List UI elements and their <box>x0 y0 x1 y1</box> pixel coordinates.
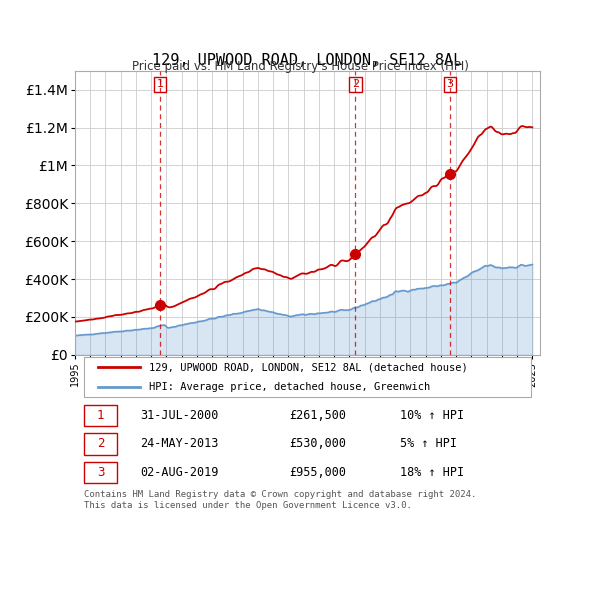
Text: 3: 3 <box>446 79 454 89</box>
FancyBboxPatch shape <box>84 405 117 426</box>
Text: 24-MAY-2013: 24-MAY-2013 <box>140 437 218 451</box>
Text: 5% ↑ HPI: 5% ↑ HPI <box>401 437 458 451</box>
Text: £530,000: £530,000 <box>289 437 346 451</box>
FancyBboxPatch shape <box>84 433 117 455</box>
Text: 1: 1 <box>157 79 164 89</box>
Text: 18% ↑ HPI: 18% ↑ HPI <box>401 466 464 479</box>
Text: 129, UPWOOD ROAD, LONDON, SE12 8AL (detached house): 129, UPWOOD ROAD, LONDON, SE12 8AL (deta… <box>149 362 468 372</box>
Text: 02-AUG-2019: 02-AUG-2019 <box>140 466 218 479</box>
Text: 10% ↑ HPI: 10% ↑ HPI <box>401 409 464 422</box>
Text: 3: 3 <box>97 466 104 479</box>
Title: 129, UPWOOD ROAD, LONDON, SE12 8AL: 129, UPWOOD ROAD, LONDON, SE12 8AL <box>152 53 463 68</box>
Text: Contains HM Land Registry data © Crown copyright and database right 2024.
This d: Contains HM Land Registry data © Crown c… <box>84 490 476 510</box>
FancyBboxPatch shape <box>84 357 531 397</box>
Text: 2: 2 <box>97 437 104 451</box>
Text: £261,500: £261,500 <box>289 409 346 422</box>
Text: Price paid vs. HM Land Registry's House Price Index (HPI): Price paid vs. HM Land Registry's House … <box>131 60 469 73</box>
Text: 31-JUL-2000: 31-JUL-2000 <box>140 409 218 422</box>
Text: 1: 1 <box>97 409 104 422</box>
FancyBboxPatch shape <box>84 462 117 483</box>
Text: HPI: Average price, detached house, Greenwich: HPI: Average price, detached house, Gree… <box>149 382 431 392</box>
Text: 2: 2 <box>352 79 359 89</box>
Text: £955,000: £955,000 <box>289 466 346 479</box>
